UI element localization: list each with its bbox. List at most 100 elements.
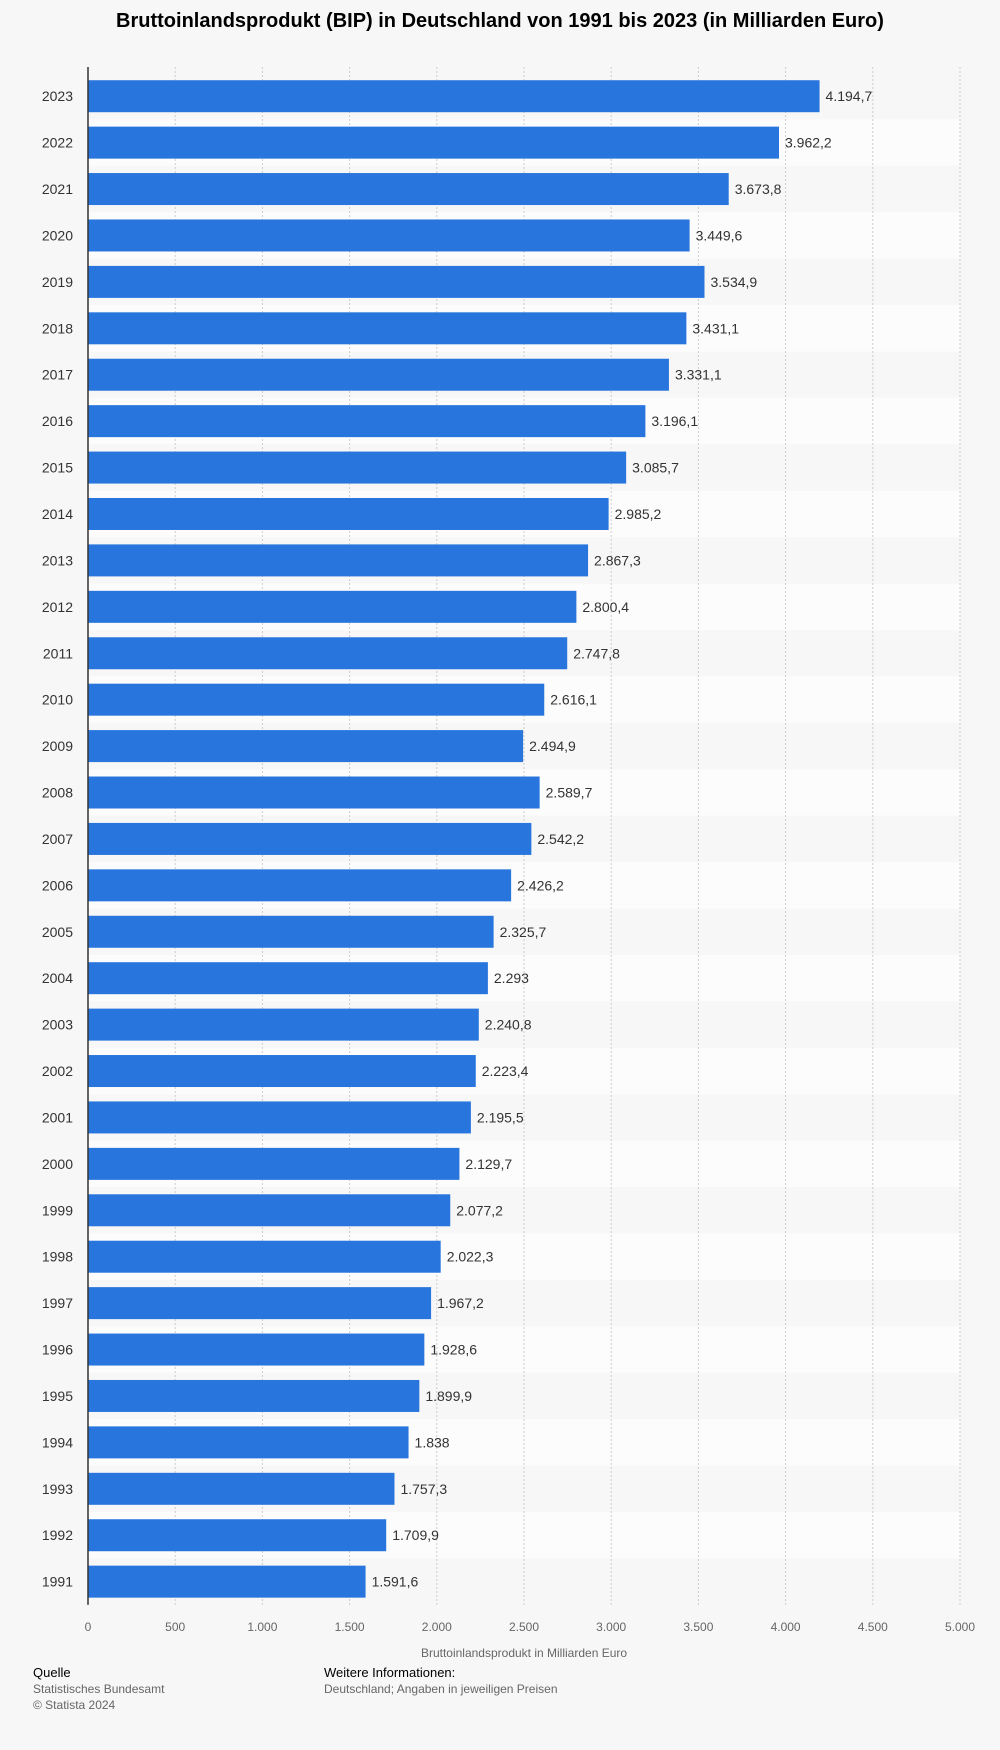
- bar: [88, 126, 780, 159]
- bar: [88, 173, 729, 206]
- category-label: 2007: [42, 831, 73, 847]
- category-label: 2019: [42, 274, 73, 290]
- bar: [88, 265, 705, 298]
- bar: [88, 637, 568, 670]
- category-label: 2014: [42, 506, 73, 522]
- category-label: 2013: [42, 552, 73, 568]
- bar: [88, 1055, 476, 1088]
- value-label: 3.962,2: [785, 135, 832, 151]
- value-label: 1.838: [415, 1434, 450, 1450]
- bar: [88, 1008, 479, 1041]
- value-label: 2.589,7: [546, 785, 593, 801]
- bar: [88, 497, 609, 530]
- category-label: 1992: [42, 1527, 73, 1543]
- value-label: 2.494,9: [529, 738, 576, 754]
- x-tick-label: 2.500: [509, 1620, 539, 1634]
- value-label: 2.867,3: [594, 552, 641, 568]
- copyright: © Statista 2024: [33, 1698, 116, 1712]
- value-label: 1.757,3: [400, 1481, 447, 1497]
- category-label: 2002: [42, 1063, 73, 1079]
- value-label: 3.085,7: [632, 460, 679, 476]
- bar: [88, 405, 646, 438]
- bar: [88, 962, 488, 995]
- bar: [88, 1565, 366, 1598]
- info-text: Deutschland; Angaben in jeweiligen Preis…: [324, 1682, 558, 1696]
- bar: [88, 1147, 460, 1180]
- category-label: 1997: [42, 1295, 73, 1311]
- value-label: 2.426,2: [517, 877, 564, 893]
- x-tick-label: 3.000: [596, 1620, 626, 1634]
- bar: [88, 1519, 387, 1552]
- category-label: 2004: [42, 970, 73, 986]
- bar: [88, 312, 687, 345]
- bar: [88, 915, 494, 948]
- x-tick-label: 5.000: [945, 1620, 975, 1634]
- category-label: 2006: [42, 877, 73, 893]
- source-heading: Quelle: [33, 1665, 71, 1680]
- x-tick-label: 1.000: [247, 1620, 277, 1634]
- x-tick-label: 1.500: [335, 1620, 365, 1634]
- category-label: 2001: [42, 1109, 73, 1125]
- bar: [88, 1333, 425, 1366]
- bar: [88, 1379, 420, 1412]
- category-label: 2016: [42, 413, 73, 429]
- category-label: 2003: [42, 1017, 73, 1033]
- value-label: 1.709,9: [392, 1527, 439, 1543]
- category-label: 1993: [42, 1481, 73, 1497]
- x-tick-label: 4.000: [771, 1620, 801, 1634]
- bar: [88, 1240, 441, 1273]
- category-label: 2023: [42, 88, 73, 104]
- value-label: 2.985,2: [615, 506, 662, 522]
- bar: [88, 451, 627, 484]
- category-label: 1995: [42, 1388, 73, 1404]
- value-label: 2.542,2: [537, 831, 584, 847]
- category-label: 2000: [42, 1156, 73, 1172]
- x-tick-label: 3.500: [683, 1620, 713, 1634]
- category-label: 2018: [42, 320, 73, 336]
- category-label: 2005: [42, 924, 73, 940]
- category-label: 1999: [42, 1202, 73, 1218]
- x-axis-title: Bruttoinlandsprodukt in Milliarden Euro: [421, 1646, 627, 1660]
- category-label: 2009: [42, 738, 73, 754]
- value-label: 3.673,8: [735, 181, 782, 197]
- value-label: 3.534,9: [710, 274, 757, 290]
- category-label: 2017: [42, 367, 73, 383]
- x-tick-label: 500: [165, 1620, 185, 1634]
- x-tick-label: 2.000: [422, 1620, 452, 1634]
- bar: [88, 776, 540, 809]
- value-label: 2.022,3: [447, 1249, 494, 1265]
- bar: [88, 869, 512, 902]
- value-label: 4.194,7: [826, 88, 873, 104]
- value-label: 3.449,6: [696, 227, 743, 243]
- bar: [88, 822, 532, 855]
- x-tick-label: 4.500: [858, 1620, 888, 1634]
- value-label: 3.431,1: [692, 320, 739, 336]
- value-label: 3.331,1: [675, 367, 722, 383]
- category-label: 1996: [42, 1342, 73, 1358]
- bar: [88, 219, 690, 252]
- source-block: Quelle Statistisches Bundesamt © Statist…: [33, 1665, 164, 1713]
- bar: [88, 544, 589, 577]
- bar: [88, 1287, 432, 1320]
- category-label: 1994: [42, 1434, 73, 1450]
- value-label: 2.747,8: [573, 645, 620, 661]
- source-name: Statistisches Bundesamt: [33, 1682, 165, 1696]
- value-label: 2.195,5: [477, 1109, 524, 1125]
- value-label: 1.899,9: [425, 1388, 472, 1404]
- category-label: 2008: [42, 785, 73, 801]
- bar: [88, 590, 577, 623]
- bar: [88, 358, 669, 391]
- value-label: 2.240,8: [485, 1017, 532, 1033]
- info-block: Weitere Informationen: Deutschland; Anga…: [324, 1665, 558, 1697]
- value-label: 2.616,1: [550, 692, 597, 708]
- value-label: 2.293: [494, 970, 529, 986]
- value-label: 2.223,4: [482, 1063, 529, 1079]
- category-label: 1991: [42, 1574, 73, 1590]
- bar: [88, 80, 820, 113]
- value-label: 2.077,2: [456, 1202, 503, 1218]
- value-label: 1.591,6: [372, 1574, 419, 1590]
- category-label: 2022: [42, 135, 73, 151]
- bar: [88, 1426, 409, 1459]
